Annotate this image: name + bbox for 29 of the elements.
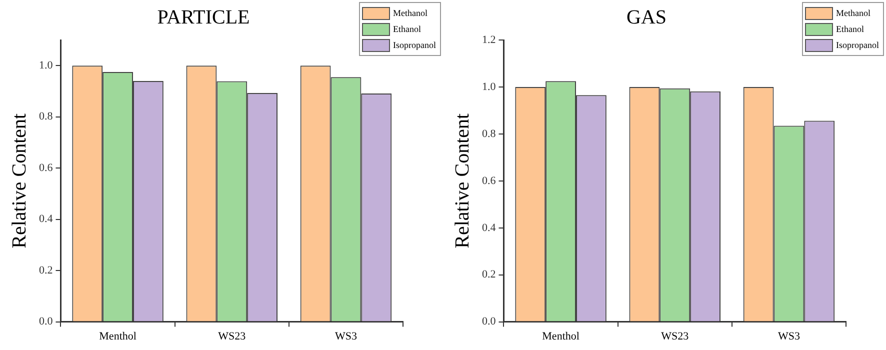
y-tick-label: 0.6: [482, 174, 496, 187]
y-tick-label: 0.2: [39, 264, 53, 276]
y-tick-label: 0.4: [39, 213, 54, 226]
x-tick-label: Menthol: [99, 330, 136, 342]
x-tick-label: WS23: [661, 330, 690, 342]
y-tick-label: 1.0: [39, 60, 54, 72]
y-tick-label: 0.2: [482, 268, 496, 281]
chart-title: PARTICLE: [157, 6, 250, 28]
legend-label: Isopropanol: [836, 40, 879, 50]
chart-title: GAS: [626, 6, 667, 28]
x-tick-label: WS23: [218, 330, 246, 342]
y-tick-label: 1.2: [482, 34, 496, 46]
y-tick-label: 0.0: [39, 316, 54, 328]
y-tick-label: 0.8: [39, 110, 54, 123]
legend-label: Isopropanol: [393, 40, 436, 50]
y-axis-title: Relative Content: [451, 112, 474, 248]
y-tick-label: 0.0: [482, 316, 496, 328]
y-tick-label: 0.6: [39, 162, 54, 174]
legend-label: Methanol: [836, 8, 870, 18]
x-tick-label: WS3: [778, 330, 800, 342]
y-tick-label: 1.0: [482, 80, 496, 93]
x-tick-label: WS3: [334, 330, 358, 342]
legend-label: Methanol: [393, 8, 428, 18]
legend-label: Ethanol: [393, 24, 421, 34]
x-tick-label: Menthol: [542, 330, 580, 342]
y-tick-label: 0.8: [482, 128, 496, 140]
legend-label: Ethanol: [836, 24, 864, 34]
y-tick-label: 0.4: [482, 222, 496, 234]
y-axis-title: Relative Content: [8, 112, 30, 248]
